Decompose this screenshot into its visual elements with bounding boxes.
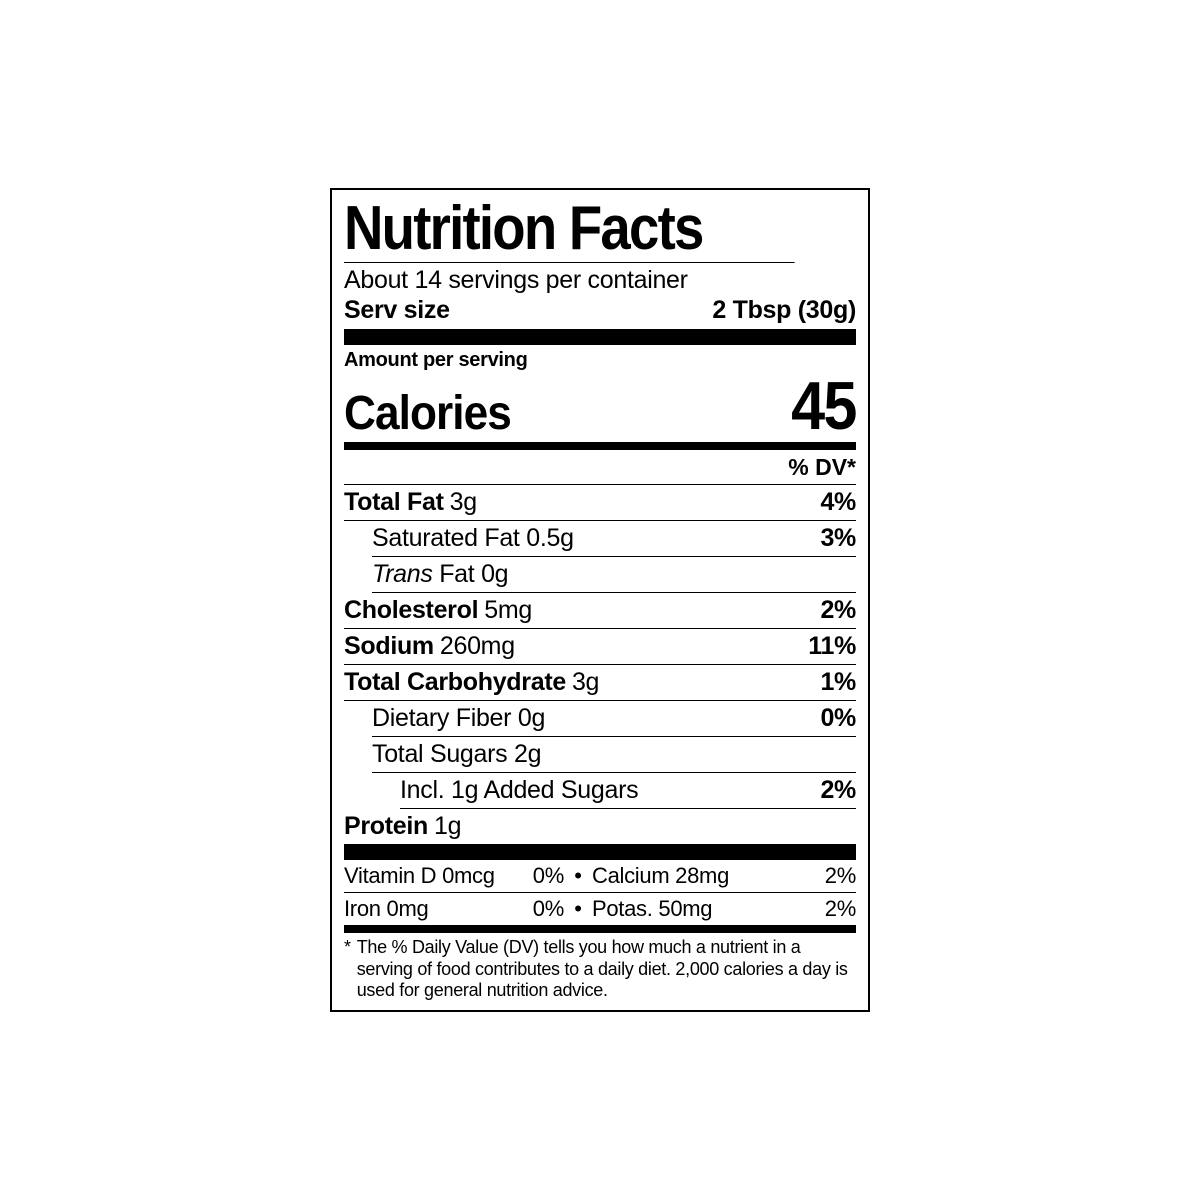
row-trans-fat: Trans Fat 0g [372,557,856,593]
trans-fat-text: Trans Fat 0g [372,560,508,589]
added-sugars-dv: 2% [820,776,856,805]
panel-title: Nutrition Facts [344,198,795,263]
amount-per-serving-label: Amount per serving [344,349,856,372]
nutrition-facts-panel: Nutrition Facts About 14 servings per co… [330,188,870,1012]
sodium-label: Sodium [344,632,434,661]
dietary-fiber-label: Dietary Fiber 0g [372,704,545,733]
dv-header: % DV* [344,450,856,485]
vitamin-d-pct: 0% [514,863,564,889]
trans-suffix: Fat 0g [433,560,509,588]
calcium-pct: 2% [801,863,856,889]
sodium-dv: 11% [808,632,856,661]
saturated-fat-dv: 3% [820,524,856,553]
total-carb-dv: 1% [820,668,856,697]
potassium-pct: 2% [801,896,856,922]
cholesterol-dv: 2% [820,596,856,625]
vitamin-row-1: Vitamin D 0mcg 0% • Calcium 28mg 2% [344,860,856,893]
iron-pct: 0% [514,896,564,922]
calories-value: 45 [792,372,856,440]
total-fat-amount: 3g [450,488,477,517]
servings-per-container: About 14 servings per container [344,265,856,296]
row-total-carb: Total Carbohydrate 3g 1% [344,665,856,701]
total-sugars-label: Total Sugars 2g [372,740,541,769]
bullet-icon: • [564,896,592,922]
vitamin-row-2: Iron 0mg 0% • Potas. 50mg 2% [344,893,856,933]
row-dietary-fiber: Dietary Fiber 0g 0% [372,701,856,737]
dv-footnote: * The % Daily Value (DV) tells you how m… [344,933,856,1002]
serving-size-value: 2 Tbsp (30g) [712,296,856,325]
serving-size-label: Serv size [344,296,450,325]
footnote-text: The % Daily Value (DV) tells you how muc… [357,937,856,1002]
calories-label: Calories [344,390,511,438]
vitamin-d-label: Vitamin D 0mcg [344,863,514,889]
row-saturated-fat: Saturated Fat 0.5g 3% [372,521,856,557]
bullet-icon: • [564,863,592,889]
calories-row: Calories 45 [344,372,856,450]
iron-label: Iron 0mg [344,896,514,922]
row-total-sugars: Total Sugars 2g [372,737,856,773]
serving-size-row: Serv size 2 Tbsp (30g) [344,296,856,345]
protein-label: Protein [344,812,428,841]
total-carb-amount: 3g [572,668,599,697]
added-sugars-label: Incl. 1g Added Sugars [400,776,638,805]
cholesterol-label: Cholesterol [344,596,478,625]
sodium-amount: 260mg [440,632,515,661]
row-sodium: Sodium 260mg 11% [344,629,856,665]
row-protein: Protein 1g [344,809,856,860]
total-fat-dv: 4% [820,488,856,517]
saturated-fat-label: Saturated Fat 0.5g [372,524,574,553]
row-added-sugars: Incl. 1g Added Sugars 2% [400,773,856,809]
footnote-star: * [344,937,351,1002]
row-cholesterol: Cholesterol 5mg 2% [344,593,856,629]
total-fat-label: Total Fat [344,488,444,517]
potassium-label: Potas. 50mg [592,896,801,922]
calcium-label: Calcium 28mg [592,863,801,889]
row-total-fat: Total Fat 3g 4% [344,485,856,521]
protein-amount: 1g [434,812,461,841]
trans-prefix: Trans [372,560,433,588]
cholesterol-amount: 5mg [484,596,532,625]
total-carb-label: Total Carbohydrate [344,668,566,697]
dietary-fiber-dv: 0% [820,704,856,733]
